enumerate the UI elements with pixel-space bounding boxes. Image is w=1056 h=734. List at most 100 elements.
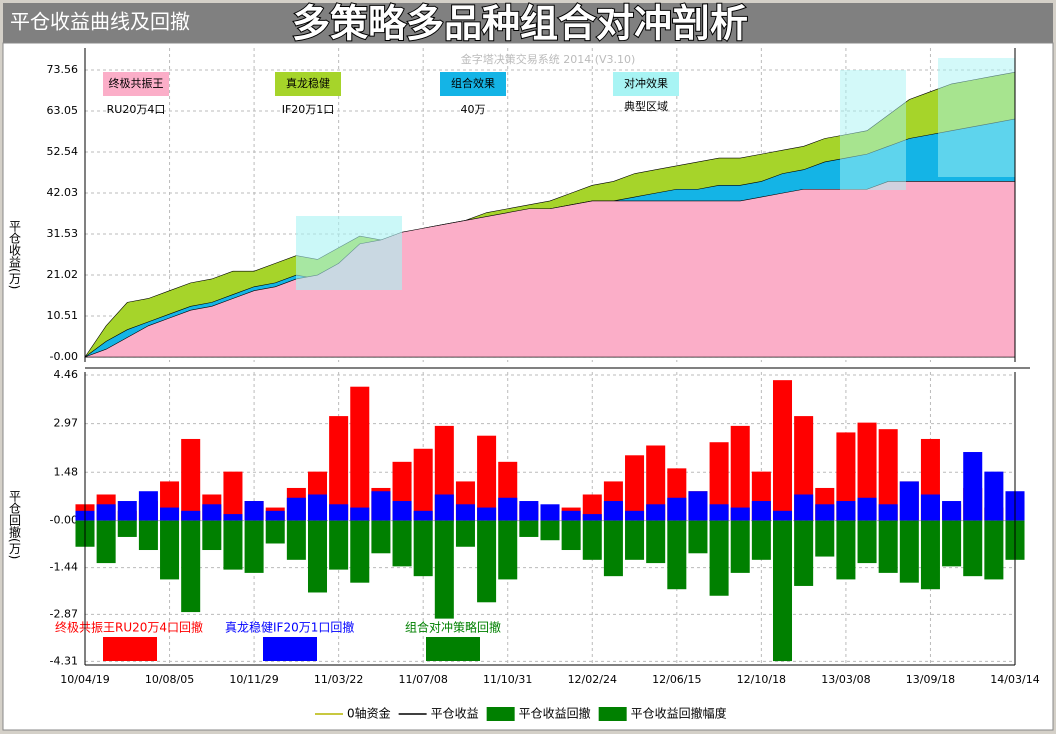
bar <box>202 504 222 521</box>
bar <box>582 520 602 560</box>
overlay-title: 多策略多品种组合对冲剖析 <box>292 2 748 46</box>
bar <box>223 520 243 570</box>
bar <box>138 491 158 521</box>
y-tick-label: 4.46 <box>54 368 79 381</box>
bar <box>836 501 856 521</box>
legend-swatch <box>275 72 341 96</box>
bar <box>244 520 264 573</box>
y-tick-label: -0.00 <box>50 514 78 527</box>
bar <box>498 520 518 580</box>
x-tick-label: 12/06/15 <box>652 673 701 686</box>
bar <box>942 520 962 567</box>
bar <box>667 520 687 590</box>
x-tick-label: 12/10/18 <box>737 673 786 686</box>
legend-label: 组合效果 <box>451 76 495 90</box>
bar <box>265 520 285 544</box>
bar <box>540 504 560 521</box>
bar <box>730 507 750 521</box>
bar <box>625 510 645 521</box>
bar <box>984 471 1004 521</box>
bar <box>815 504 835 521</box>
bar <box>899 481 919 521</box>
legend-label: 组合对冲策略回撤 <box>405 620 501 635</box>
bar <box>963 452 983 521</box>
x-tick-label: 11/10/31 <box>483 673 532 686</box>
legend-note: 40万 <box>461 103 486 116</box>
legend-label: 终极共振王 <box>109 76 164 90</box>
legend-label: 真龙稳健 <box>286 76 330 90</box>
legend-swatch <box>440 72 506 96</box>
y-label: 平仓收益(万) <box>8 220 22 289</box>
bar <box>371 520 391 554</box>
legend-note: RU20万4口 <box>107 103 166 116</box>
bar <box>307 494 328 521</box>
bar <box>117 501 137 521</box>
bar <box>307 520 328 593</box>
bar <box>709 442 729 521</box>
bar <box>413 448 433 521</box>
hedge-region <box>840 70 906 190</box>
x-tick-label: 14/03/14 <box>990 673 1039 686</box>
bar <box>709 520 729 596</box>
legend-label: 平仓收益 <box>431 707 479 721</box>
title-bar <box>3 3 1053 43</box>
bar <box>984 520 1004 580</box>
bar <box>646 520 666 564</box>
legend-label: 平仓收益回撤幅度 <box>631 706 727 721</box>
bar <box>857 422 877 521</box>
y-tick-label: 73.56 <box>47 63 79 76</box>
bar <box>434 494 454 521</box>
legend-swatch <box>486 707 515 721</box>
legend-swatch <box>426 637 480 661</box>
bar <box>603 501 623 521</box>
bar <box>223 471 243 521</box>
bar <box>498 497 518 521</box>
legend-label: 真龙稳健IF20万1口回撤 <box>225 620 354 635</box>
bar <box>286 497 306 521</box>
subtitle: 金字塔决策交易系统 2014 (V3.10) <box>461 52 636 66</box>
bar <box>646 445 666 521</box>
bar <box>265 510 285 521</box>
x-tick-label: 11/07/08 <box>398 673 447 686</box>
bar <box>202 520 222 551</box>
bar <box>477 435 497 521</box>
bar <box>96 504 116 521</box>
bar <box>519 501 539 521</box>
bar <box>836 432 856 521</box>
bar <box>181 520 201 613</box>
bar <box>117 520 137 537</box>
bar <box>413 520 433 577</box>
legend-swatch <box>598 707 627 721</box>
y-tick-label: -4.31 <box>50 654 78 667</box>
bar <box>455 520 475 547</box>
bar <box>857 497 877 521</box>
bar <box>688 520 708 554</box>
bar <box>561 510 581 521</box>
bar <box>899 520 919 583</box>
bar <box>455 504 475 521</box>
bar <box>392 501 412 521</box>
bar <box>160 507 180 521</box>
bar <box>772 520 793 662</box>
bar <box>350 386 370 521</box>
bar <box>709 504 729 521</box>
bar <box>582 514 602 521</box>
x-tick-label: 10/08/05 <box>145 673 194 686</box>
bar <box>794 494 814 521</box>
bar <box>794 520 814 586</box>
y-tick-label: 42.03 <box>47 186 79 199</box>
bar <box>477 520 497 603</box>
legend-label: 对冲效果 <box>624 76 668 90</box>
y-tick-label: -0.00 <box>50 350 78 363</box>
bar <box>244 501 264 521</box>
legend-label: 0轴资金 <box>347 706 391 721</box>
bar <box>160 520 180 580</box>
bar <box>730 520 750 573</box>
bar <box>920 520 940 590</box>
legend-note: 典型区域 <box>624 99 668 113</box>
bar <box>329 520 349 570</box>
legend-note: IF20万1口 <box>282 103 335 116</box>
y-tick-label: 2.97 <box>54 417 79 430</box>
bar <box>751 520 771 560</box>
